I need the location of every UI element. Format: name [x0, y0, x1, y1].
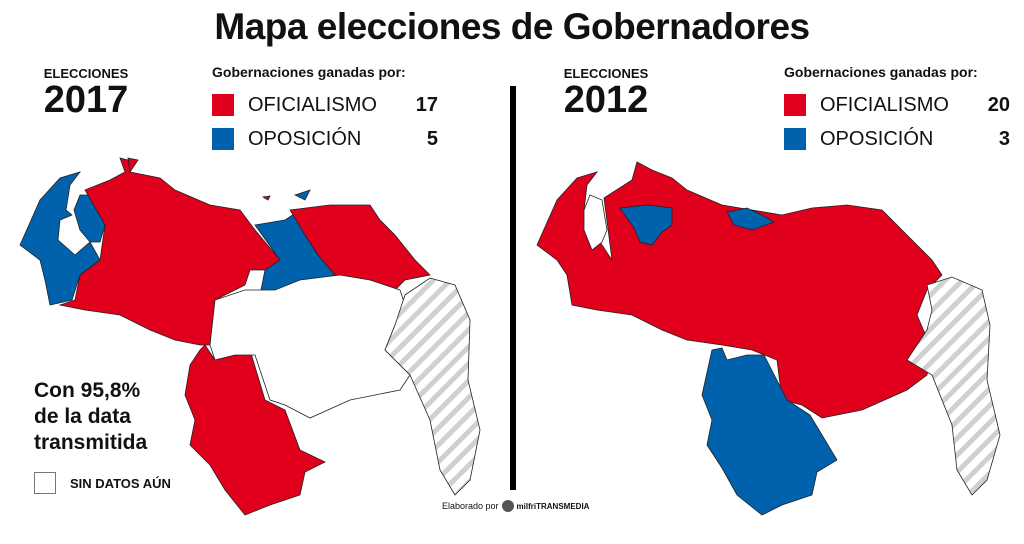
legend-row-oficialismo: OFICIALISMO 20	[784, 88, 1010, 122]
elections-label: ELECCIONES	[563, 66, 649, 81]
year-block-2012: ELECCIONES 2012	[556, 66, 656, 119]
legend-count: 17	[415, 93, 438, 116]
brand-logo-icon	[501, 500, 514, 512]
legend-2012: Gobernaciones ganadas por: OFICIALISMO 2…	[784, 64, 1010, 156]
nodata-legend: SIN DATOS AÚN	[34, 472, 171, 494]
legend-title: Gobernaciones ganadas por:	[784, 64, 978, 80]
region-zulia	[19, 171, 101, 306]
map-2017	[19, 157, 481, 516]
note-line: transmitida	[34, 431, 148, 454]
region-lara-blue	[619, 204, 673, 246]
legend-label: OPOSICIÓN	[820, 127, 934, 150]
election-year: 2012	[563, 79, 649, 121]
swatch-oficialismo	[212, 94, 234, 116]
legend-2017: Gobernaciones ganadas por: OFICIALISMO 1…	[212, 64, 438, 156]
note-line: Con 95,8%	[34, 379, 141, 402]
panel-divider	[510, 86, 516, 490]
nodata-swatch	[34, 472, 56, 494]
credit: Elaborado por milfriTRANSMEDIA	[442, 500, 589, 512]
page-title: Mapa elecciones de Gobernadores	[214, 6, 810, 47]
legend-label: OPOSICIÓN	[248, 127, 362, 150]
region-east	[289, 204, 431, 291]
legend-row-oficialismo: OFICIALISMO 17	[212, 88, 438, 122]
region-hatched	[906, 276, 1001, 496]
nodata-label: SIN DATOS AÚN	[70, 475, 171, 491]
elections-label: ELECCIONES	[43, 66, 129, 81]
election-year: 2017	[43, 79, 129, 121]
region-hatched	[384, 277, 481, 496]
map-2012	[536, 161, 1001, 516]
legend-count: 20	[987, 93, 1010, 116]
credit-prefix: Elaborado por	[442, 501, 499, 511]
legend-label: OFICIALISMO	[248, 93, 377, 116]
region-miranda-blue	[726, 207, 775, 231]
credit-brand: milfriTRANSMEDIA	[516, 501, 590, 511]
legend-label: OFICIALISMO	[820, 93, 949, 116]
swatch-oposicion	[784, 128, 806, 150]
swatch-oposicion	[212, 128, 234, 150]
note-line: de la data	[34, 405, 131, 428]
region-amazonas-blue	[701, 347, 838, 516]
swatch-oficialismo	[784, 94, 806, 116]
year-block-2017: ELECCIONES 2017	[36, 66, 136, 119]
data-transmitted-note: Con 95,8% de la data transmitida	[34, 378, 147, 456]
legend-count: 3	[998, 127, 1010, 150]
legend-title: Gobernaciones ganadas por:	[212, 64, 406, 80]
legend-row-oposicion: OPOSICIÓN 5	[212, 122, 438, 156]
legend-row-oposicion: OPOSICIÓN 3	[784, 122, 1010, 156]
legend-count: 5	[426, 127, 438, 150]
